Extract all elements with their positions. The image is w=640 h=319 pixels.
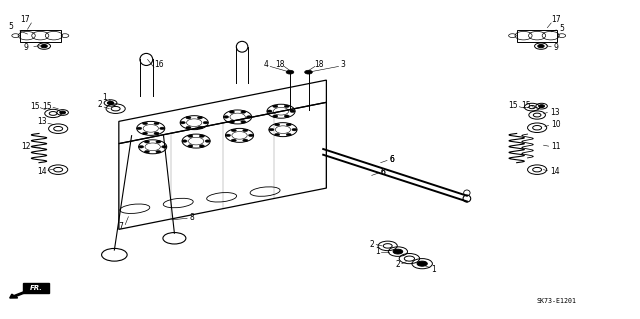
Text: 1: 1 xyxy=(375,247,380,256)
Text: 6: 6 xyxy=(380,168,385,177)
Circle shape xyxy=(243,139,248,142)
Text: 5: 5 xyxy=(559,24,564,33)
Circle shape xyxy=(199,135,204,137)
Circle shape xyxy=(539,105,545,108)
Circle shape xyxy=(197,116,202,119)
Circle shape xyxy=(290,110,295,113)
Circle shape xyxy=(139,145,144,148)
Circle shape xyxy=(205,140,210,142)
Circle shape xyxy=(156,151,161,153)
Circle shape xyxy=(241,111,246,113)
Text: 2: 2 xyxy=(370,240,375,249)
Circle shape xyxy=(186,126,191,129)
Text: 2: 2 xyxy=(396,260,400,270)
Circle shape xyxy=(188,135,193,137)
Circle shape xyxy=(154,132,159,135)
Text: 4: 4 xyxy=(263,60,268,69)
Circle shape xyxy=(275,133,280,136)
Circle shape xyxy=(231,139,236,142)
Text: 9: 9 xyxy=(24,43,29,52)
Text: 13: 13 xyxy=(550,108,560,117)
Circle shape xyxy=(60,111,65,114)
Circle shape xyxy=(273,115,278,117)
Text: 17: 17 xyxy=(552,15,561,24)
Circle shape xyxy=(225,134,230,137)
Text: 15: 15 xyxy=(522,101,531,110)
Circle shape xyxy=(286,133,291,136)
FancyArrow shape xyxy=(10,289,33,298)
Text: 18: 18 xyxy=(314,60,323,69)
Circle shape xyxy=(162,145,167,148)
Circle shape xyxy=(273,105,278,108)
Text: 11: 11 xyxy=(552,142,561,151)
Bar xyxy=(516,30,557,42)
Text: 1: 1 xyxy=(431,264,436,274)
Text: 14: 14 xyxy=(550,167,560,176)
Text: 5: 5 xyxy=(8,22,13,31)
Text: 12: 12 xyxy=(22,142,31,151)
Circle shape xyxy=(267,110,272,113)
Circle shape xyxy=(286,70,294,74)
FancyBboxPatch shape xyxy=(23,283,49,293)
Text: 9: 9 xyxy=(554,43,559,52)
Circle shape xyxy=(223,116,228,118)
Text: 13: 13 xyxy=(37,117,47,126)
Text: 17: 17 xyxy=(20,15,30,24)
Circle shape xyxy=(137,127,142,130)
Circle shape xyxy=(199,145,204,147)
Circle shape xyxy=(143,132,148,135)
Text: 16: 16 xyxy=(154,60,164,69)
Circle shape xyxy=(156,141,161,143)
Text: 7: 7 xyxy=(118,222,123,231)
Circle shape xyxy=(393,249,403,254)
Text: 18: 18 xyxy=(276,60,285,69)
Bar xyxy=(20,30,61,42)
Text: 6: 6 xyxy=(389,155,394,164)
Text: FR.: FR. xyxy=(29,285,42,291)
Circle shape xyxy=(182,140,187,142)
Circle shape xyxy=(243,129,248,132)
Circle shape xyxy=(269,128,274,131)
Circle shape xyxy=(538,45,544,48)
Circle shape xyxy=(41,45,47,48)
Text: 14: 14 xyxy=(37,167,47,176)
Text: 15: 15 xyxy=(42,102,52,111)
Circle shape xyxy=(284,105,289,108)
Circle shape xyxy=(108,101,114,105)
Circle shape xyxy=(241,121,246,123)
Circle shape xyxy=(246,116,252,118)
Text: 6: 6 xyxy=(389,155,394,164)
Circle shape xyxy=(286,123,291,126)
Text: 2: 2 xyxy=(97,100,102,109)
Circle shape xyxy=(143,122,148,125)
Circle shape xyxy=(160,127,165,130)
Circle shape xyxy=(248,134,253,137)
Circle shape xyxy=(229,111,234,113)
Circle shape xyxy=(229,121,234,123)
Circle shape xyxy=(186,116,191,119)
Text: 10: 10 xyxy=(552,120,561,129)
Text: 15: 15 xyxy=(509,101,518,110)
Circle shape xyxy=(275,123,280,126)
Text: 3: 3 xyxy=(340,60,346,69)
Circle shape xyxy=(417,261,428,266)
Text: SK73-E1201: SK73-E1201 xyxy=(536,298,576,304)
Circle shape xyxy=(154,122,159,125)
Text: 6: 6 xyxy=(380,168,385,177)
Circle shape xyxy=(197,126,202,129)
Circle shape xyxy=(231,129,236,132)
Circle shape xyxy=(188,145,193,147)
Circle shape xyxy=(284,115,289,117)
Circle shape xyxy=(180,122,185,124)
Circle shape xyxy=(305,70,312,74)
Circle shape xyxy=(145,141,150,143)
Circle shape xyxy=(145,151,150,153)
Circle shape xyxy=(292,128,297,131)
Text: 1: 1 xyxy=(102,93,107,102)
Text: 8: 8 xyxy=(190,213,195,222)
Text: 15: 15 xyxy=(29,102,39,111)
Circle shape xyxy=(203,122,208,124)
